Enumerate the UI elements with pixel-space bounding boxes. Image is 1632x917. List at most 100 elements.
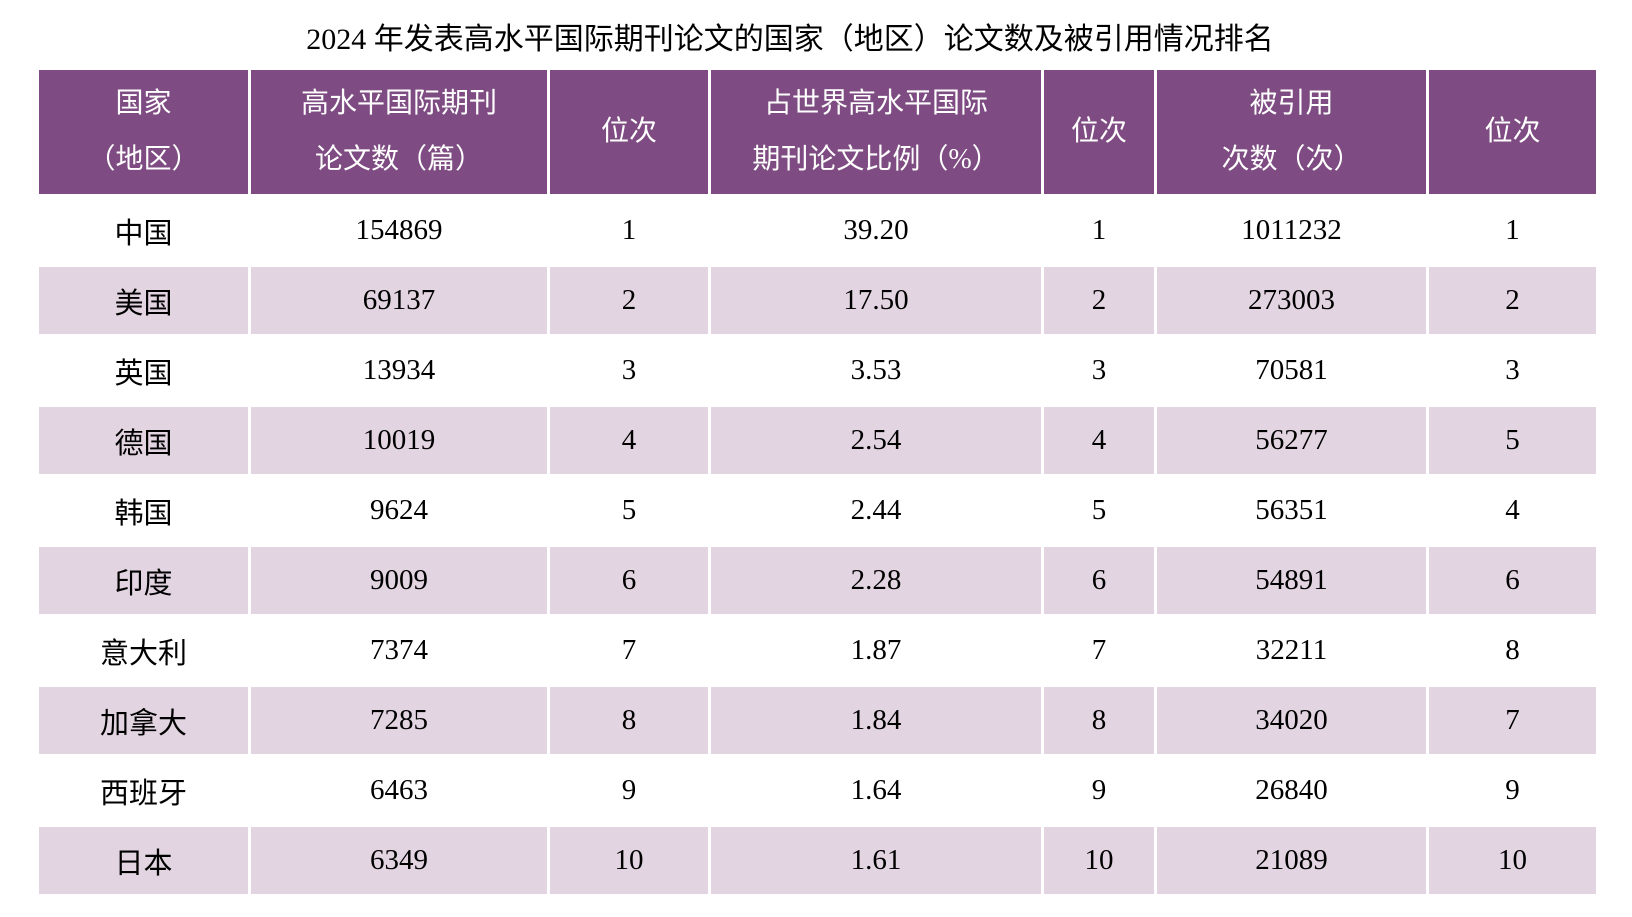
table-row: 日本 6349 10 1.61 10 21089 10 [36,824,1599,897]
world-share-cell: 2.54 [708,404,1044,477]
country-cell: 英国 [36,334,251,407]
country-cell: 西班牙 [36,754,251,827]
table-row: 韩国 9624 5 2.44 5 56351 4 [36,474,1599,547]
col-header-world-share: 占世界高水平国际 期刊论文比例（%） [708,67,1044,197]
col-header-world-share-line1: 占世界高水平国际 [763,88,988,119]
rank-3-cell: 1 [1426,194,1599,267]
table-row: 加拿大 7285 8 1.84 8 34020 7 [36,684,1599,757]
col-header-world-share-line2: 期刊论文比例（%） [752,144,1000,175]
citations-cell: 56277 [1154,404,1429,477]
rank-1-cell: 7 [547,614,711,687]
citations-cell: 26840 [1154,754,1429,827]
rank-3-cell: 7 [1426,684,1599,757]
rank-1-cell: 1 [547,194,711,267]
country-cell: 韩国 [36,474,251,547]
citations-cell: 54891 [1154,544,1429,617]
citations-cell: 21089 [1154,824,1429,897]
page-title: 2024 年发表高水平国际期刊论文的国家（地区）论文数及被引用情况排名 [306,23,1274,56]
rank-2-cell: 9 [1041,754,1157,827]
citations-cell: 32211 [1154,614,1429,687]
table-row: 西班牙 6463 9 1.64 9 26840 9 [36,754,1599,827]
rank-3-cell: 9 [1426,754,1599,827]
col-header-citations: 被引用 次数（次） [1154,67,1429,197]
paper-count-cell: 9009 [248,544,550,617]
country-cell: 德国 [36,404,251,477]
rank-3-cell: 4 [1426,474,1599,547]
rank-3-cell: 8 [1426,614,1599,687]
table-container: 国家 （地区） 高水平国际期刊 论文数（篇） 位次 占世界高水平国际 期刊论文比… [36,67,1599,897]
rank-2-cell: 8 [1041,684,1157,757]
col-header-paper-count: 高水平国际期刊 论文数（篇） [248,67,550,197]
table-row: 印度 9009 6 2.28 6 54891 6 [36,544,1599,617]
table-row: 美国 69137 2 17.50 2 273003 2 [36,264,1599,337]
rank-2-cell: 4 [1041,404,1157,477]
world-share-cell: 2.44 [708,474,1044,547]
rank-3-cell: 2 [1426,264,1599,337]
rank-1-cell: 3 [547,334,711,407]
paper-count-cell: 6349 [248,824,550,897]
paper-count-cell: 154869 [248,194,550,267]
citations-cell: 70581 [1154,334,1429,407]
table-row: 中国 154869 1 39.20 1 1011232 1 [36,194,1599,267]
header-row: 国家 （地区） 高水平国际期刊 论文数（篇） 位次 占世界高水平国际 期刊论文比… [36,67,1599,197]
table-row: 英国 13934 3 3.53 3 70581 3 [36,334,1599,407]
rank-3-cell: 5 [1426,404,1599,477]
country-cell: 日本 [36,824,251,897]
rank-2-cell: 2 [1041,264,1157,337]
paper-count-cell: 6463 [248,754,550,827]
rank-1-cell: 5 [547,474,711,547]
rank-3-cell: 10 [1426,824,1599,897]
col-header-rank-2-line1: 位次 [1070,116,1127,147]
table-body: 中国 154869 1 39.20 1 1011232 1 美国 69137 2 17.50 2 273… [36,194,1599,897]
country-cell: 印度 [36,544,251,617]
world-share-cell: 17.50 [708,264,1044,337]
rank-1-cell: 4 [547,404,711,477]
world-share-cell: 1.64 [708,754,1044,827]
world-share-cell: 1.84 [708,684,1044,757]
col-header-citations-line1: 被引用 [1249,88,1334,119]
rank-3-cell: 3 [1426,334,1599,407]
col-header-rank-3: 位次 [1426,67,1599,197]
world-share-cell: 39.20 [708,194,1044,267]
rank-1-cell: 9 [547,754,711,827]
country-cell: 美国 [36,264,251,337]
col-header-country-line1: 国家 [115,88,172,119]
rank-2-cell: 7 [1041,614,1157,687]
col-header-rank-3-line1: 位次 [1484,116,1541,147]
country-cell: 加拿大 [36,684,251,757]
rank-2-cell: 1 [1041,194,1157,267]
paper-count-cell: 7374 [248,614,550,687]
col-header-rank-1: 位次 [547,67,711,197]
table-header: 国家 （地区） 高水平国际期刊 论文数（篇） 位次 占世界高水平国际 期刊论文比… [36,67,1599,197]
col-header-rank-1-line1: 位次 [600,116,657,147]
rank-2-cell: 3 [1041,334,1157,407]
paper-count-cell: 10019 [248,404,550,477]
world-share-cell: 1.87 [708,614,1044,687]
paper-count-cell: 9624 [248,474,550,547]
country-cell: 意大利 [36,614,251,687]
table-row: 意大利 7374 7 1.87 7 32211 8 [36,614,1599,687]
country-cell: 中国 [36,194,251,267]
rank-1-cell: 10 [547,824,711,897]
citations-cell: 56351 [1154,474,1429,547]
world-share-cell: 2.28 [708,544,1044,617]
paper-count-cell: 13934 [248,334,550,407]
col-header-paper-count-line1: 高水平国际期刊 [300,88,497,119]
col-header-rank-2: 位次 [1041,67,1157,197]
col-header-country: 国家 （地区） [36,67,251,197]
table-row: 德国 10019 4 2.54 4 56277 5 [36,404,1599,477]
paper-count-cell: 69137 [248,264,550,337]
citations-cell: 273003 [1154,264,1429,337]
world-share-cell: 3.53 [708,334,1044,407]
col-header-citations-line2: 次数（次） [1221,144,1362,175]
world-share-cell: 1.61 [708,824,1044,897]
citations-cell: 1011232 [1154,194,1429,267]
rank-2-cell: 6 [1041,544,1157,617]
col-header-paper-count-line2: 论文数（篇） [314,144,483,175]
rank-1-cell: 2 [547,264,711,337]
rank-2-cell: 5 [1041,474,1157,547]
rank-1-cell: 8 [547,684,711,757]
rank-3-cell: 6 [1426,544,1599,617]
citations-cell: 34020 [1154,684,1429,757]
